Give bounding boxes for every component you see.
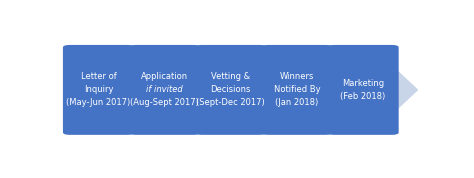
Text: Inquiry: Inquiry [84, 85, 113, 94]
Text: (May-Jun 2017): (May-Jun 2017) [66, 98, 131, 107]
Text: Marketing: Marketing [342, 79, 384, 88]
Text: if invited: if invited [146, 85, 183, 94]
FancyBboxPatch shape [63, 45, 134, 135]
Text: (Jan 2018): (Jan 2018) [275, 98, 319, 107]
Text: Winners: Winners [280, 72, 314, 81]
Text: (Sept-Dec 2017): (Sept-Dec 2017) [196, 98, 265, 107]
Text: Notified By: Notified By [273, 85, 320, 94]
Text: (Aug-Sept 2017): (Aug-Sept 2017) [130, 98, 199, 107]
Text: Decisions: Decisions [210, 85, 251, 94]
Text: (Feb 2018): (Feb 2018) [340, 92, 386, 101]
FancyBboxPatch shape [328, 45, 399, 135]
Text: Vetting &: Vetting & [211, 72, 250, 81]
Text: Application: Application [141, 72, 188, 81]
FancyBboxPatch shape [261, 45, 333, 135]
Text: Letter of: Letter of [81, 72, 117, 81]
FancyBboxPatch shape [195, 45, 266, 135]
FancyBboxPatch shape [129, 45, 201, 135]
Polygon shape [66, 52, 418, 128]
